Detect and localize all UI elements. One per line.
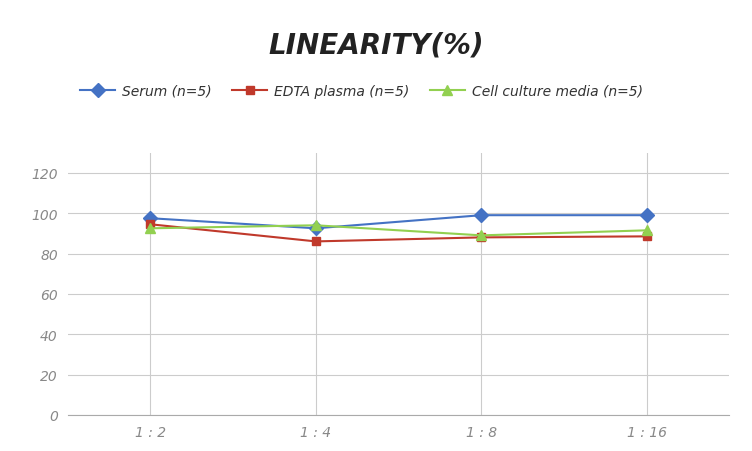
Line: Serum (n=5): Serum (n=5) bbox=[146, 211, 651, 234]
EDTA plasma (n=5) bbox=[146, 222, 155, 227]
Cell culture media (n=5) bbox=[146, 226, 155, 231]
Serum (n=5) bbox=[311, 226, 320, 231]
Serum (n=5) bbox=[642, 213, 651, 218]
EDTA plasma (n=5) bbox=[311, 239, 320, 244]
Cell culture media (n=5) bbox=[642, 228, 651, 234]
Cell culture media (n=5) bbox=[477, 233, 486, 239]
Line: Cell culture media (n=5): Cell culture media (n=5) bbox=[146, 221, 651, 241]
EDTA plasma (n=5) bbox=[477, 235, 486, 240]
Serum (n=5) bbox=[477, 213, 486, 218]
Legend: Serum (n=5), EDTA plasma (n=5), Cell culture media (n=5): Serum (n=5), EDTA plasma (n=5), Cell cul… bbox=[74, 79, 648, 104]
Cell culture media (n=5) bbox=[311, 223, 320, 229]
Serum (n=5) bbox=[146, 216, 155, 221]
EDTA plasma (n=5) bbox=[642, 234, 651, 239]
Line: EDTA plasma (n=5): EDTA plasma (n=5) bbox=[146, 221, 651, 246]
Text: LINEARITY(%): LINEARITY(%) bbox=[268, 32, 484, 60]
